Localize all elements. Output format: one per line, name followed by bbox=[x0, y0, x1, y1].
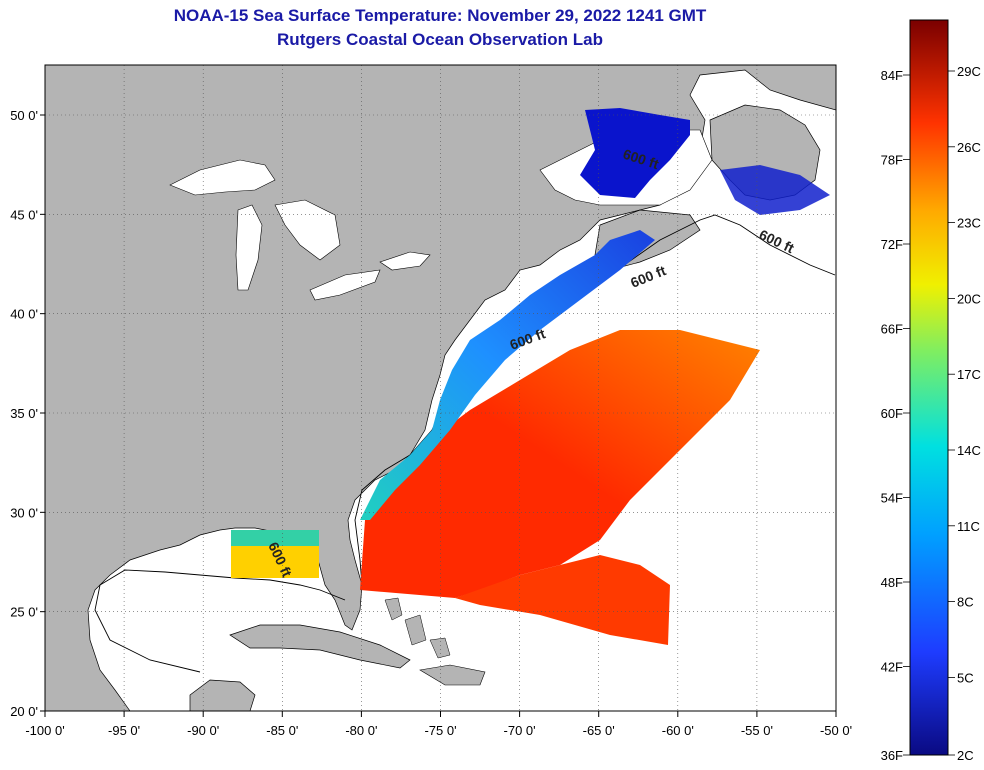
colorbar-label-c: 20C bbox=[957, 291, 981, 306]
land-hispaniola bbox=[419, 664, 486, 686]
lake-superior bbox=[169, 159, 276, 196]
colorbar-label-c: 2C bbox=[957, 748, 974, 763]
map-subtitle: Rutgers Coastal Ocean Observation Lab bbox=[277, 30, 603, 49]
x-tick-label: -75 0' bbox=[424, 723, 456, 738]
colorbar-label-c: 23C bbox=[957, 216, 981, 231]
x-tick-label: -95 0' bbox=[108, 723, 140, 738]
colorbar-label-f: 36F bbox=[881, 748, 903, 763]
colorbar-label-f: 42F bbox=[881, 660, 903, 675]
colorbar-label-f: 72F bbox=[881, 237, 903, 252]
bahamas-islands bbox=[384, 597, 451, 659]
colorbar-label-f: 66F bbox=[881, 322, 903, 337]
x-tick-label: -100 0' bbox=[25, 723, 64, 738]
y-tick-label: 20 0' bbox=[10, 704, 38, 719]
y-tick-label: 35 0' bbox=[10, 406, 38, 421]
colorbar-celsius-labels: 29C 26C 23C 20C 17C 14C 11C 8C 5C 2C bbox=[948, 64, 981, 763]
y-tick-label: 30 0' bbox=[10, 505, 38, 520]
x-tick-label: -50 0' bbox=[820, 723, 852, 738]
colorbar-label-f: 48F bbox=[881, 575, 903, 590]
x-tick-label: -60 0' bbox=[662, 723, 694, 738]
y-tick-label: 50 0' bbox=[10, 108, 38, 123]
map-title: NOAA-15 Sea Surface Temperature: Novembe… bbox=[173, 6, 707, 25]
sst-coastal-cool bbox=[360, 230, 655, 520]
lake-michigan bbox=[235, 204, 263, 291]
colorbar-label-c: 5C bbox=[957, 670, 974, 685]
colorbar-label-c: 26C bbox=[957, 140, 981, 155]
sst-southern-band bbox=[455, 555, 670, 645]
x-tick-label: -85 0' bbox=[266, 723, 298, 738]
colorbar: 84F 78F 72F 66F 60F 54F 48F 42F 36F 29C 26C 23C 20C… bbox=[881, 19, 981, 763]
lake-ontario bbox=[379, 251, 431, 271]
x-tick-label: -70 0' bbox=[504, 723, 536, 738]
y-tick-label: 25 0' bbox=[10, 605, 38, 620]
land-cuba bbox=[229, 624, 411, 669]
lake-huron bbox=[274, 199, 341, 261]
land-yucatan bbox=[189, 679, 256, 711]
colorbar-label-c: 11C bbox=[957, 519, 980, 534]
sst-st-lawrence-cold bbox=[580, 108, 690, 198]
colorbar-label-f: 78F bbox=[881, 153, 903, 168]
lake-erie bbox=[309, 269, 381, 301]
colorbar-scale bbox=[909, 19, 949, 756]
sst-warm-region bbox=[360, 330, 760, 598]
x-tick-label: -90 0' bbox=[187, 723, 219, 738]
x-tick-label: -80 0' bbox=[345, 723, 377, 738]
y-tick-label: 45 0' bbox=[10, 207, 38, 222]
colorbar-label-f: 54F bbox=[881, 491, 903, 506]
colorbar-label-c: 14C bbox=[957, 443, 981, 458]
y-tick-label: 40 0' bbox=[10, 307, 38, 322]
x-tick-label: -55 0' bbox=[741, 723, 773, 738]
colorbar-fahrenheit-labels: 84F 78F 72F 66F 60F 54F 48F 42F 36F bbox=[881, 68, 910, 763]
colorbar-label-f: 60F bbox=[881, 406, 903, 421]
sst-newfoundland-cold bbox=[720, 165, 830, 215]
colorbar-label-c: 8C bbox=[957, 595, 974, 610]
x-tick-label: -65 0' bbox=[583, 723, 615, 738]
colorbar-label-c: 17C bbox=[957, 367, 981, 382]
y-axis: 50 0' 45 0' 40 0' 35 0' 30 0' 25 0' 20 0' bbox=[10, 108, 45, 719]
colorbar-label-f: 84F bbox=[881, 68, 903, 83]
x-axis: -100 0' -95 0' -90 0' -85 0' -80 0' -75 0' -70… bbox=[25, 711, 852, 738]
colorbar-label-c: 29C bbox=[957, 64, 981, 79]
